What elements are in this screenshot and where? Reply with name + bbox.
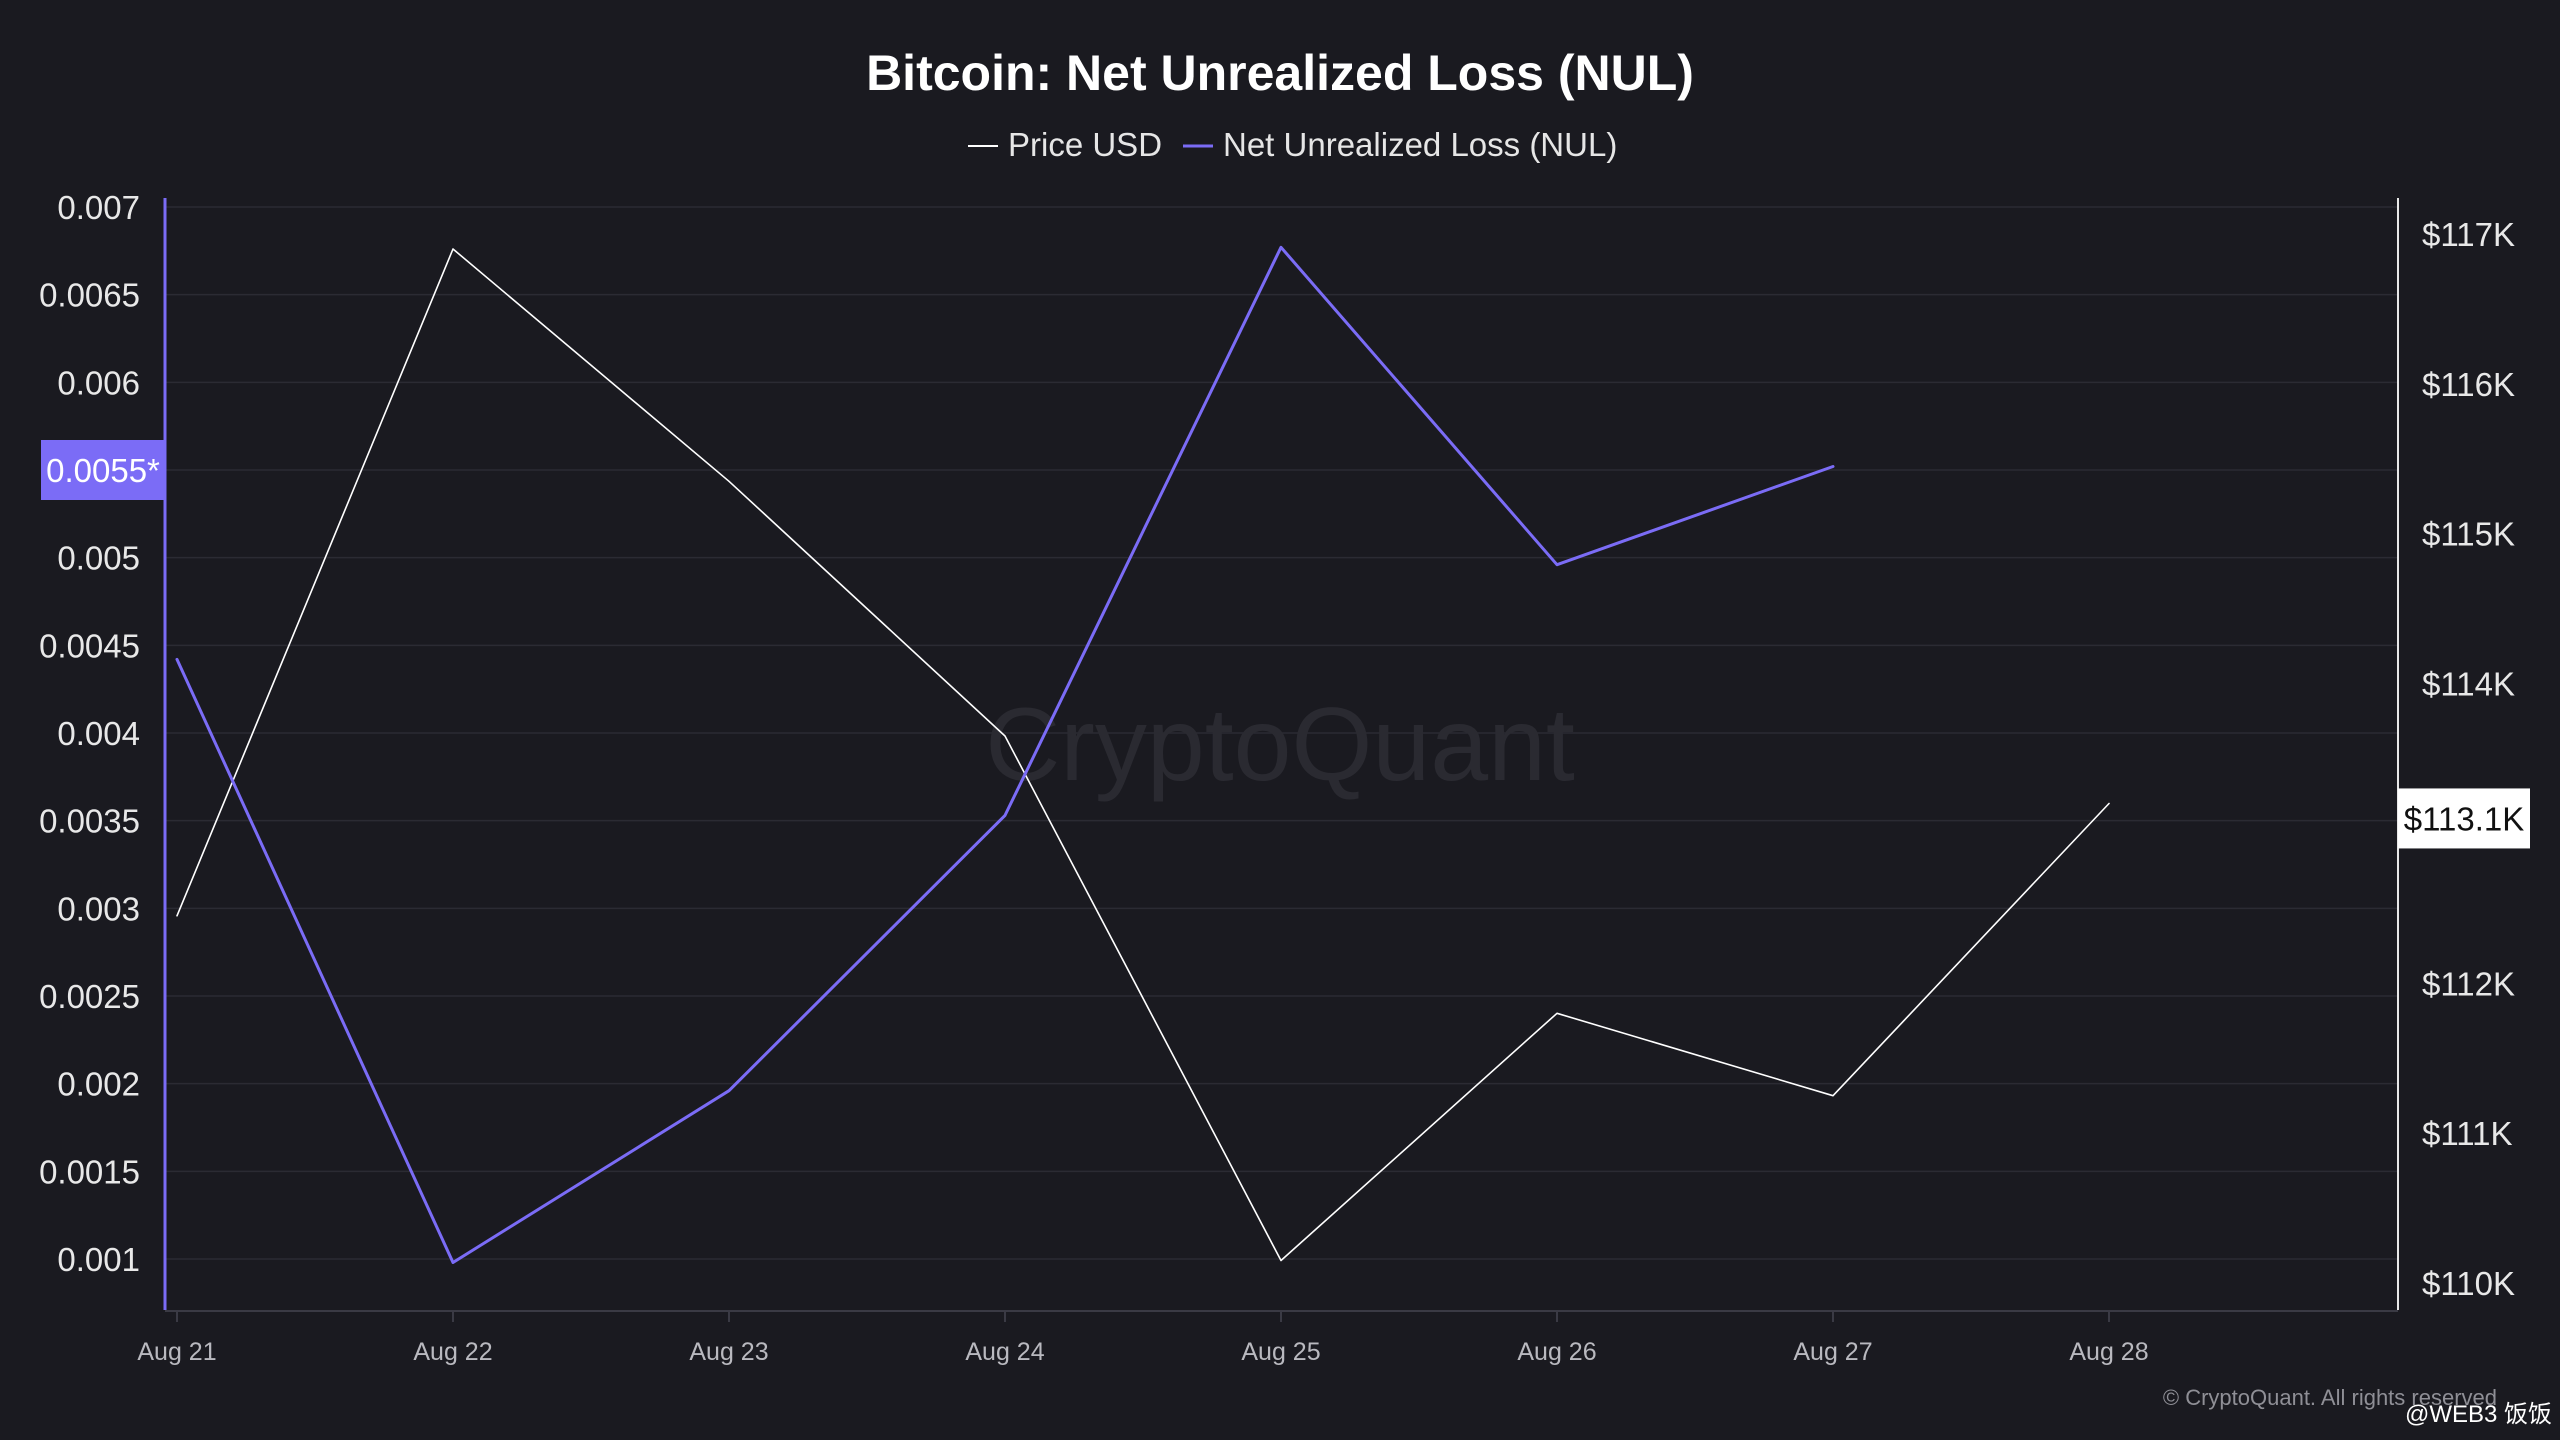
legend-label-nul: Net Unrealized Loss (NUL) [1223, 126, 1617, 163]
legend-item-nul[interactable]: Net Unrealized Loss (NUL) [1183, 126, 1617, 163]
x-tick-label-6: Aug 27 [1793, 1338, 1872, 1366]
left-tick-label-6: 0.004 [57, 715, 140, 752]
series-line-nul [175, 245, 1835, 1264]
series-lines [175, 245, 2110, 1264]
left-tick-label-0: 0.007 [57, 189, 140, 226]
x-axis-ticks: Aug 21 Aug 22 Aug 23 Aug 24 Aug 25 Aug 26 Aug … [137, 1311, 2149, 1366]
left-highlight-badge [41, 440, 165, 500]
left-tick-label-4: 0.005 [57, 540, 140, 577]
left-tick-label-7: 0.0035 [39, 803, 140, 840]
source-tag: @WEB3 饭饭 [2405, 1401, 2552, 1428]
right-tick-label-0: $117K [2422, 216, 2515, 253]
right-axis-highlight: $113.1K [2398, 788, 2530, 849]
x-tick-label-1: Aug 22 [413, 1338, 492, 1366]
x-tick-label-4: Aug 25 [1241, 1338, 1320, 1366]
left-highlight-label: 0.0055* [46, 452, 160, 489]
x-tick-label-7: Aug 28 [2069, 1338, 2148, 1366]
left-tick-label-5: 0.0045 [39, 627, 140, 664]
legend: Price USD Net Unrealized Loss (NUL) [968, 126, 1617, 163]
left-tick-label-11: 0.0015 [39, 1153, 140, 1190]
right-tick-label-1: $116K [2422, 366, 2515, 403]
left-tick-label-1: 0.0065 [39, 277, 140, 314]
watermark: CryptoQuant [985, 687, 1575, 803]
right-highlight-label: $113.1K [2404, 800, 2525, 837]
copyright: © CryptoQuant. All rights reserved [2163, 1385, 2497, 1410]
chart-title: Bitcoin: Net Unrealized Loss (NUL) [866, 45, 1694, 101]
left-tick-label-2: 0.006 [57, 364, 140, 401]
left-tick-label-8: 0.003 [57, 890, 140, 927]
right-tick-label-6: $111K [2422, 1115, 2513, 1152]
x-tick-label-5: Aug 26 [1517, 1338, 1596, 1366]
right-tick-label-7: $110K [2422, 1265, 2515, 1302]
left-tick-label-12: 0.001 [57, 1241, 140, 1278]
left-tick-label-9: 0.0025 [39, 978, 140, 1015]
legend-label-price: Price USD [1008, 126, 1162, 163]
grid-lines [165, 206, 2398, 1260]
right-tick-label-3: $114K [2422, 666, 2515, 703]
x-tick-label-0: Aug 21 [137, 1338, 216, 1366]
right-highlight-badge [2398, 788, 2530, 849]
series-line-price [176, 248, 2110, 1262]
legend-item-price[interactable]: Price USD [968, 126, 1162, 163]
x-tick-label-3: Aug 24 [965, 1338, 1044, 1366]
x-tick-label-2: Aug 23 [689, 1338, 768, 1366]
right-tick-label-2: $115K [2422, 516, 2515, 553]
left-tick-label-10: 0.002 [57, 1066, 140, 1103]
left-axis-ticks: 0.007 0.0065 0.006 0.005 0.0045 0.004 0.0035 0.… [39, 189, 140, 1278]
right-tick-label-5: $112K [2422, 965, 2515, 1002]
left-axis-highlight: 0.0055* [41, 440, 165, 500]
